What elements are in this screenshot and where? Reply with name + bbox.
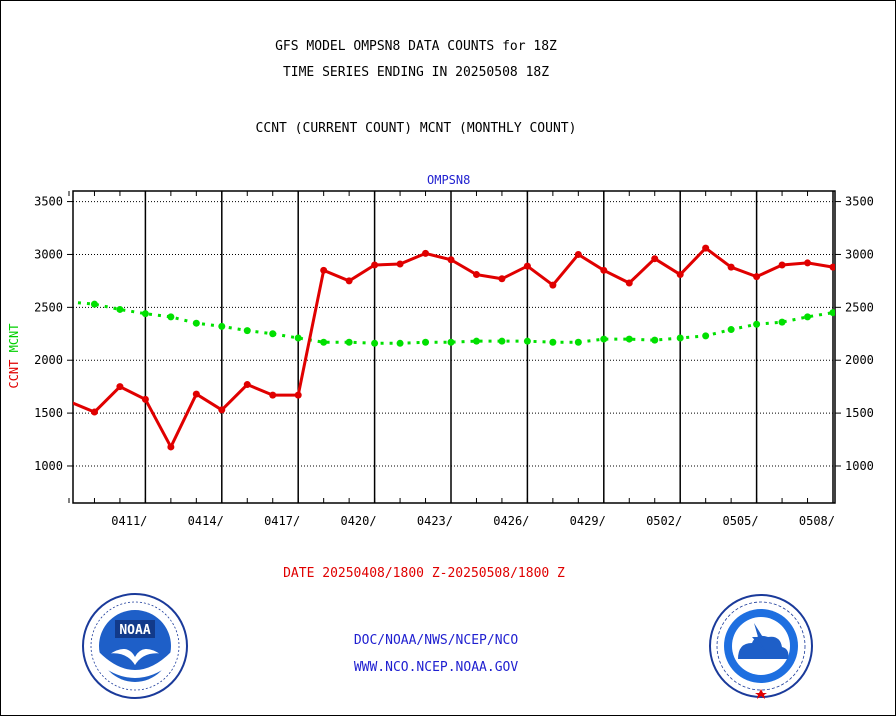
credit-line-2: WWW.NCO.NCEP.NOAA.GOV bbox=[353, 660, 519, 675]
xtick-label: 0505/ bbox=[722, 514, 758, 528]
data-point-ccnt bbox=[116, 383, 124, 391]
ytick-label-right: 3000 bbox=[845, 247, 874, 261]
data-point-ccnt bbox=[269, 391, 277, 399]
data-point-mcnt bbox=[294, 334, 302, 342]
data-point-ccnt bbox=[829, 263, 835, 271]
data-point-mcnt bbox=[651, 336, 659, 344]
data-point-mcnt bbox=[523, 337, 531, 345]
data-point-ccnt bbox=[523, 262, 531, 270]
data-point-mcnt bbox=[345, 338, 353, 346]
data-point-ccnt bbox=[192, 390, 200, 398]
xtick-label: 0423/ bbox=[417, 514, 453, 528]
data-point-mcnt bbox=[66, 299, 73, 306]
data-point-mcnt bbox=[447, 338, 455, 346]
ytick-label-right: 3500 bbox=[845, 195, 874, 209]
data-point-ccnt bbox=[549, 281, 557, 289]
data-point-mcnt bbox=[727, 326, 735, 334]
ytick-label-left: 1500 bbox=[34, 406, 63, 420]
data-point-mcnt bbox=[116, 305, 124, 313]
data-point-ccnt bbox=[727, 263, 735, 271]
station-label: OMPSN8 bbox=[427, 173, 471, 187]
data-point-ccnt bbox=[422, 249, 430, 257]
xtick-label: 0414/ bbox=[188, 514, 224, 528]
data-point-ccnt bbox=[600, 266, 608, 274]
data-point-ccnt bbox=[371, 261, 379, 269]
data-point-mcnt bbox=[167, 313, 175, 321]
data-point-mcnt bbox=[600, 335, 608, 343]
data-point-mcnt bbox=[90, 300, 98, 308]
date-range: DATE 20250408/1800 Z-20250508/1800 Z bbox=[283, 566, 565, 581]
chart-title-line3: CCNT (CURRENT COUNT) MCNT (MONTHLY COUNT… bbox=[255, 121, 577, 136]
ytick-label-left: 2000 bbox=[34, 353, 63, 367]
chart-title-line2: TIME SERIES ENDING IN 20250508 18Z bbox=[282, 65, 550, 80]
data-point-mcnt bbox=[192, 319, 200, 327]
data-point-mcnt bbox=[243, 327, 251, 335]
data-point-mcnt bbox=[472, 337, 480, 345]
data-point-mcnt bbox=[422, 338, 430, 346]
nws-logo bbox=[709, 594, 813, 699]
data-point-ccnt bbox=[472, 271, 480, 279]
xtick-label: 0508/ bbox=[799, 514, 835, 528]
ytick-label-right: 1500 bbox=[845, 406, 874, 420]
xtick-label: 0429/ bbox=[570, 514, 606, 528]
ytick-label-right: 1000 bbox=[845, 459, 874, 473]
data-point-ccnt bbox=[498, 275, 506, 283]
xtick-label: 0426/ bbox=[493, 514, 529, 528]
data-point-mcnt bbox=[804, 313, 812, 321]
data-point-ccnt bbox=[396, 260, 404, 268]
ytick-label-right: 2500 bbox=[845, 300, 874, 314]
data-point-mcnt bbox=[549, 338, 557, 346]
data-point-mcnt bbox=[218, 322, 226, 330]
data-point-ccnt bbox=[218, 406, 226, 414]
data-point-mcnt bbox=[574, 338, 582, 346]
xtick-label: 0420/ bbox=[340, 514, 376, 528]
data-point-ccnt bbox=[90, 408, 98, 416]
data-point-ccnt bbox=[320, 266, 328, 274]
data-point-ccnt bbox=[778, 261, 786, 269]
data-point-ccnt bbox=[243, 381, 251, 389]
data-point-mcnt bbox=[829, 309, 835, 317]
data-point-ccnt bbox=[702, 244, 710, 252]
credit-line-1: DOC/NOAA/NWS/NCEP/NCO bbox=[353, 633, 519, 648]
data-point-ccnt bbox=[345, 277, 353, 285]
ytick-label-left: 3000 bbox=[34, 247, 63, 261]
data-point-mcnt bbox=[371, 339, 379, 347]
data-point-mcnt bbox=[778, 318, 786, 326]
plot-area-border bbox=[72, 190, 836, 504]
data-point-mcnt bbox=[396, 339, 404, 347]
data-point-ccnt bbox=[804, 259, 812, 267]
xtick-label: 0411/ bbox=[111, 514, 147, 528]
data-point-ccnt bbox=[676, 271, 684, 279]
ytick-label-right: 2000 bbox=[845, 353, 874, 367]
data-point-ccnt bbox=[753, 273, 761, 281]
data-point-ccnt bbox=[574, 250, 582, 258]
data-point-ccnt bbox=[66, 398, 73, 405]
xtick-label: 0502/ bbox=[646, 514, 682, 528]
data-point-ccnt bbox=[651, 255, 659, 263]
ytick-label-left: 1000 bbox=[34, 459, 63, 473]
ytick-label-left: 3500 bbox=[34, 195, 63, 209]
data-point-ccnt bbox=[625, 279, 633, 287]
data-point-mcnt bbox=[702, 332, 710, 340]
data-point-mcnt bbox=[676, 334, 684, 342]
data-point-ccnt bbox=[167, 443, 175, 451]
noaa-logo: NOAA bbox=[82, 593, 188, 699]
data-point-mcnt bbox=[269, 330, 277, 338]
data-point-mcnt bbox=[753, 320, 761, 328]
chart-title-line1: GFS MODEL OMPSN8 DATA COUNTS for 18Z bbox=[275, 39, 557, 54]
svg-text:NOAA: NOAA bbox=[119, 623, 150, 638]
data-point-mcnt bbox=[320, 338, 328, 346]
data-point-ccnt bbox=[294, 391, 302, 399]
data-point-mcnt bbox=[141, 310, 149, 318]
data-point-ccnt bbox=[447, 256, 455, 264]
ytick-label-left: 2500 bbox=[34, 300, 63, 314]
xtick-label: 0417/ bbox=[264, 514, 300, 528]
data-point-mcnt bbox=[625, 335, 633, 343]
data-point-ccnt bbox=[141, 395, 149, 403]
data-point-mcnt bbox=[498, 337, 506, 345]
